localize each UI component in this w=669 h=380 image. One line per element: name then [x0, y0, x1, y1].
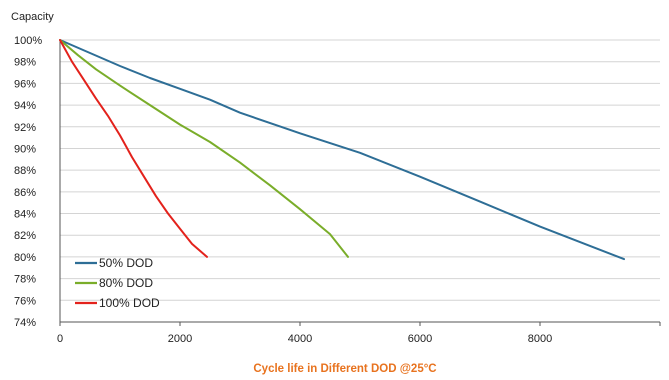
y-tick-label: 80%	[14, 252, 36, 264]
y-tick-label: 90%	[14, 143, 36, 155]
y-tick-label: 78%	[14, 274, 36, 286]
legend-label: 50% DOD	[99, 256, 153, 270]
series-line-80-dod	[59, 39, 349, 258]
series-line-50-dod	[59, 39, 625, 261]
series-lines	[59, 39, 625, 261]
axes	[59, 40, 661, 326]
y-axis-title: Capacity	[11, 11, 54, 23]
y-tick-label: 84%	[14, 209, 36, 221]
x-tick-label: 8000	[528, 333, 552, 345]
series-line-100-dod	[59, 39, 208, 258]
x-tick-label: 2000	[168, 333, 192, 345]
y-tick-label: 98%	[14, 57, 36, 69]
x-tick-label: 6000	[408, 333, 432, 345]
y-tick-label: 76%	[14, 295, 36, 307]
legend-label: 100% DOD	[99, 296, 160, 310]
y-tick-labels: 74% 76% 78% 80% 82% 84% 86% 88% 90% 92% 94% 96% 98% 1…	[14, 35, 42, 329]
legend: 50% DOD 80% DOD 100% DOD	[75, 256, 160, 310]
x-tick-labels: 0 2000 4000 6000 8000	[57, 333, 552, 345]
chart-title: Cycle life in Different DOD @25°C	[253, 363, 436, 375]
y-tick-label: 86%	[14, 187, 36, 199]
y-tick-label: 74%	[14, 317, 36, 329]
y-tick-label: 82%	[14, 230, 36, 242]
legend-label: 80% DOD	[99, 276, 153, 290]
y-tick-label: 94%	[14, 100, 36, 112]
y-tick-label: 96%	[14, 78, 36, 90]
y-tick-label: 92%	[14, 122, 36, 134]
y-tick-label: 100%	[14, 35, 42, 47]
grid	[60, 39, 660, 301]
y-tick-label: 88%	[14, 165, 36, 177]
x-tick-label: 4000	[288, 333, 312, 345]
x-tick-label: 0	[57, 333, 63, 345]
